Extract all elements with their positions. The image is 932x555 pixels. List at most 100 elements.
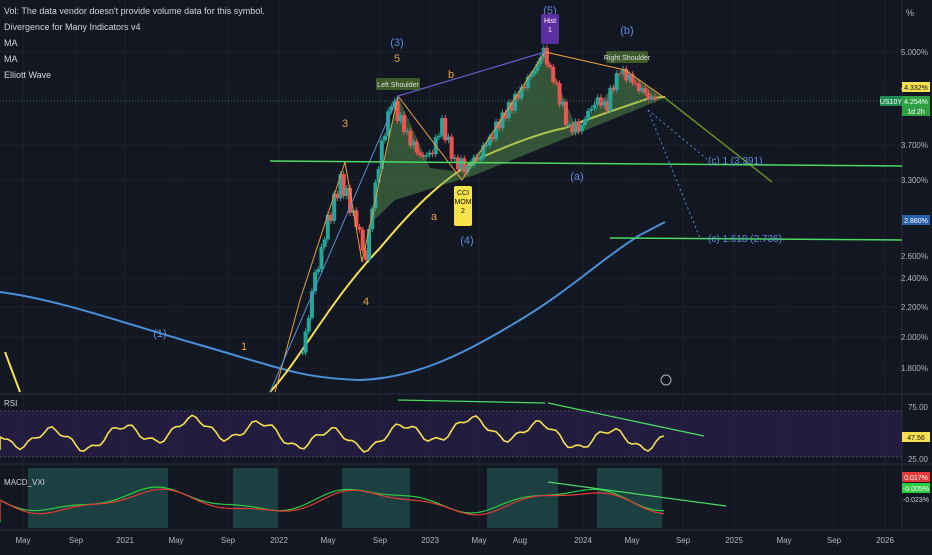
candle-body (363, 250, 368, 260)
candle-body (554, 81, 559, 84)
candle-body (579, 125, 584, 132)
projection-dotted-2 (647, 109, 709, 161)
time-tick-label: 2025 (725, 536, 743, 545)
legend-ma1[interactable]: MA (4, 38, 18, 48)
candle-body (633, 83, 638, 85)
price-tick-label: 1.800% (901, 364, 928, 373)
candle-body (649, 96, 654, 100)
tag-label: Left Shoulder (377, 82, 419, 89)
candle-body (544, 47, 549, 65)
level-lines-layer (0, 100, 903, 241)
candle-body (332, 193, 337, 221)
candle-body (357, 226, 362, 230)
wave-label: 4 (363, 296, 369, 308)
candle-body (630, 74, 635, 84)
candle-body (576, 121, 581, 132)
candle-body (652, 96, 657, 100)
time-tick-label: 2021 (116, 536, 134, 545)
candle-body (421, 155, 426, 157)
legend-volume: Vol: The data vendor doesn't provide vol… (4, 6, 265, 16)
candle-body (395, 100, 400, 121)
time-tick-label: Sep (221, 536, 236, 545)
candle-body (335, 193, 340, 199)
tag-label: CCI (457, 190, 469, 197)
time-tick-label: 2024 (574, 536, 592, 545)
candle-body (513, 93, 518, 111)
candle-body (427, 152, 432, 156)
macd-value-text: -0.005% (903, 486, 929, 493)
candle-body (382, 135, 387, 141)
wave-label: b (448, 69, 454, 81)
wave-label: (a) (570, 171, 583, 183)
candle-body (309, 291, 314, 318)
macd-title: MACD_VXI (4, 478, 45, 487)
macd-value-badge (902, 494, 930, 504)
candle-body (436, 135, 441, 138)
candle-body (446, 136, 451, 141)
candle-body (417, 152, 422, 156)
candle-body (484, 145, 489, 147)
macd-value-text: 0.017% (904, 475, 928, 482)
candle-body (586, 110, 591, 120)
candle-body (611, 87, 616, 91)
candle-body (621, 68, 626, 74)
candle-body (617, 73, 622, 75)
candle-body (614, 73, 619, 91)
candle-body (608, 87, 613, 111)
candle-body (475, 157, 480, 161)
legend-divergence[interactable]: Divergence for Many Indicators v4 (4, 22, 141, 32)
time-axis[interactable]: May Sep 2021 May Sep 2022 May Sep 2023 May Aug 2024… (15, 536, 894, 545)
legend-ma2[interactable]: MA (4, 54, 18, 64)
macd-pane[interactable]: MACD_VXI 0.017% -0.005% -0.023% (0, 468, 930, 528)
candle-body (500, 112, 505, 129)
candle-body (360, 229, 365, 251)
wave-label: (1) (153, 328, 166, 340)
wave-label: (3) (390, 37, 403, 49)
candle-body (525, 77, 530, 88)
tag-box (541, 14, 559, 44)
wave-label: 5 (394, 53, 400, 65)
badge-current (902, 96, 930, 116)
candle-body (452, 157, 457, 160)
macd-shade (597, 468, 662, 528)
candle-body (389, 106, 394, 112)
time-tick-label: Sep (69, 536, 84, 545)
legend-elliott[interactable]: Elliott Wave (4, 70, 52, 80)
macd-signal-line (0, 488, 665, 520)
price-tick-label: 2.200% (901, 303, 928, 312)
time-tick-label: May (776, 536, 791, 545)
candle-body (465, 166, 470, 173)
candle-body (589, 108, 594, 111)
macd-value-badge (902, 472, 930, 482)
badge-current-text: 4.254% (904, 99, 928, 106)
candle-body (319, 246, 324, 270)
candle-body (646, 92, 651, 100)
tag-box (606, 51, 648, 63)
rsi-value-badge (902, 432, 930, 442)
candle-body (386, 111, 391, 136)
candle-body (379, 140, 384, 169)
candle-body (535, 63, 540, 71)
candle-body (405, 130, 410, 133)
price-tick-label: 2.000% (901, 333, 928, 342)
wave-label: (b) (620, 25, 633, 37)
rsi-pane[interactable]: RSI 75.00 25.00 47.56 (0, 399, 930, 464)
badge-level-text: 2.880% (904, 218, 928, 225)
macd-divergence-line (547, 481, 727, 507)
wave-label: (4) (460, 235, 473, 247)
candle-body (567, 124, 572, 126)
candle-body (557, 83, 562, 105)
candle-body (462, 158, 467, 173)
price-tick-label: 3.700% (901, 141, 928, 150)
candle-body (443, 118, 448, 141)
price-axis[interactable]: 5.000%4.400%3.700%3.300%2.600%2.400%2.20… (880, 48, 930, 373)
tag-box (376, 78, 420, 90)
candle-body (455, 157, 460, 170)
macd-shade (28, 468, 168, 528)
candle-body (551, 66, 556, 82)
candle-body (459, 158, 464, 170)
percent-scale-toggle[interactable]: % (905, 8, 914, 18)
